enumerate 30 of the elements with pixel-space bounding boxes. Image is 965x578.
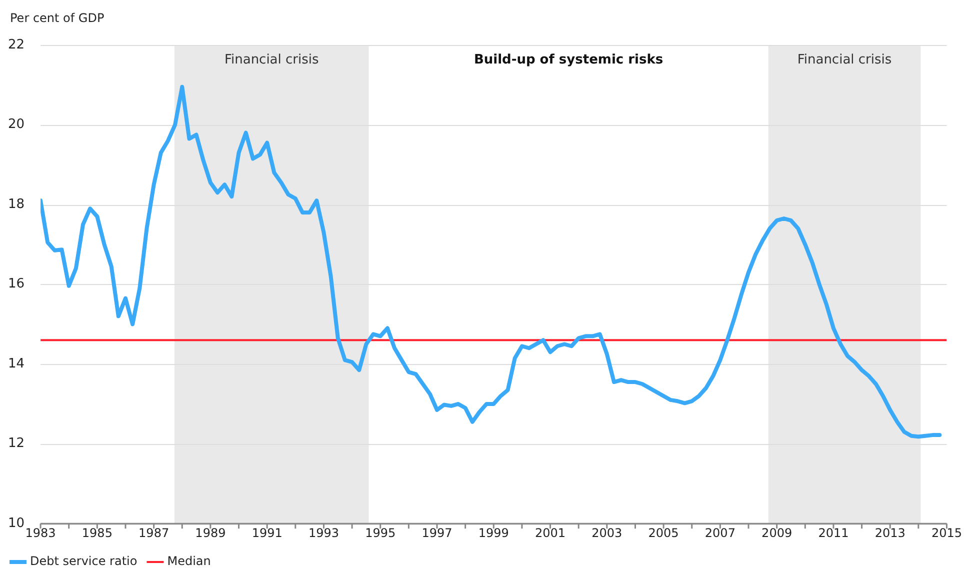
x-tick-label: 1995	[365, 526, 396, 540]
y-tick-label: 18	[8, 196, 25, 212]
x-tick-label: 2005	[648, 526, 679, 540]
legend-label: Debt service ratio	[30, 554, 138, 568]
y-tick-label: 22	[8, 37, 25, 52]
y-tick-label: 12	[8, 436, 25, 452]
y-axis-title: Per cent of GDP	[10, 11, 104, 26]
x-tick-label: 1987	[138, 526, 170, 540]
x-tick-label: 1985	[82, 526, 112, 540]
annotation: Build-up of systemic risks	[474, 52, 664, 68]
x-tick-label: 1993	[308, 526, 339, 540]
y-tick-label: 16	[8, 276, 25, 292]
y-tick-label: 14	[8, 356, 25, 372]
x-tick-label: 1991	[252, 526, 282, 540]
x-tick-label: 2013	[874, 526, 906, 540]
y-tick-label: 10	[8, 516, 25, 531]
x-tick-label: 2011	[818, 526, 849, 540]
x-tick-label: 2009	[762, 526, 792, 540]
x-tick-label: 1997	[422, 526, 452, 540]
y-tick-label: 20	[8, 117, 25, 132]
x-tick-label: 1989	[195, 526, 226, 540]
x-tick-label: 2001	[535, 526, 566, 540]
x-tick-label: 2007	[704, 526, 736, 540]
x-tick-label: 1983	[25, 526, 56, 540]
band-label: Financial crisis	[797, 52, 892, 68]
x-tick-label: 2003	[592, 526, 622, 540]
band-label: Financial crisis	[224, 52, 320, 68]
x-tick-label: 2015	[931, 526, 962, 540]
x-tick-label: 1999	[478, 526, 509, 540]
legend-label: Median	[167, 554, 211, 568]
